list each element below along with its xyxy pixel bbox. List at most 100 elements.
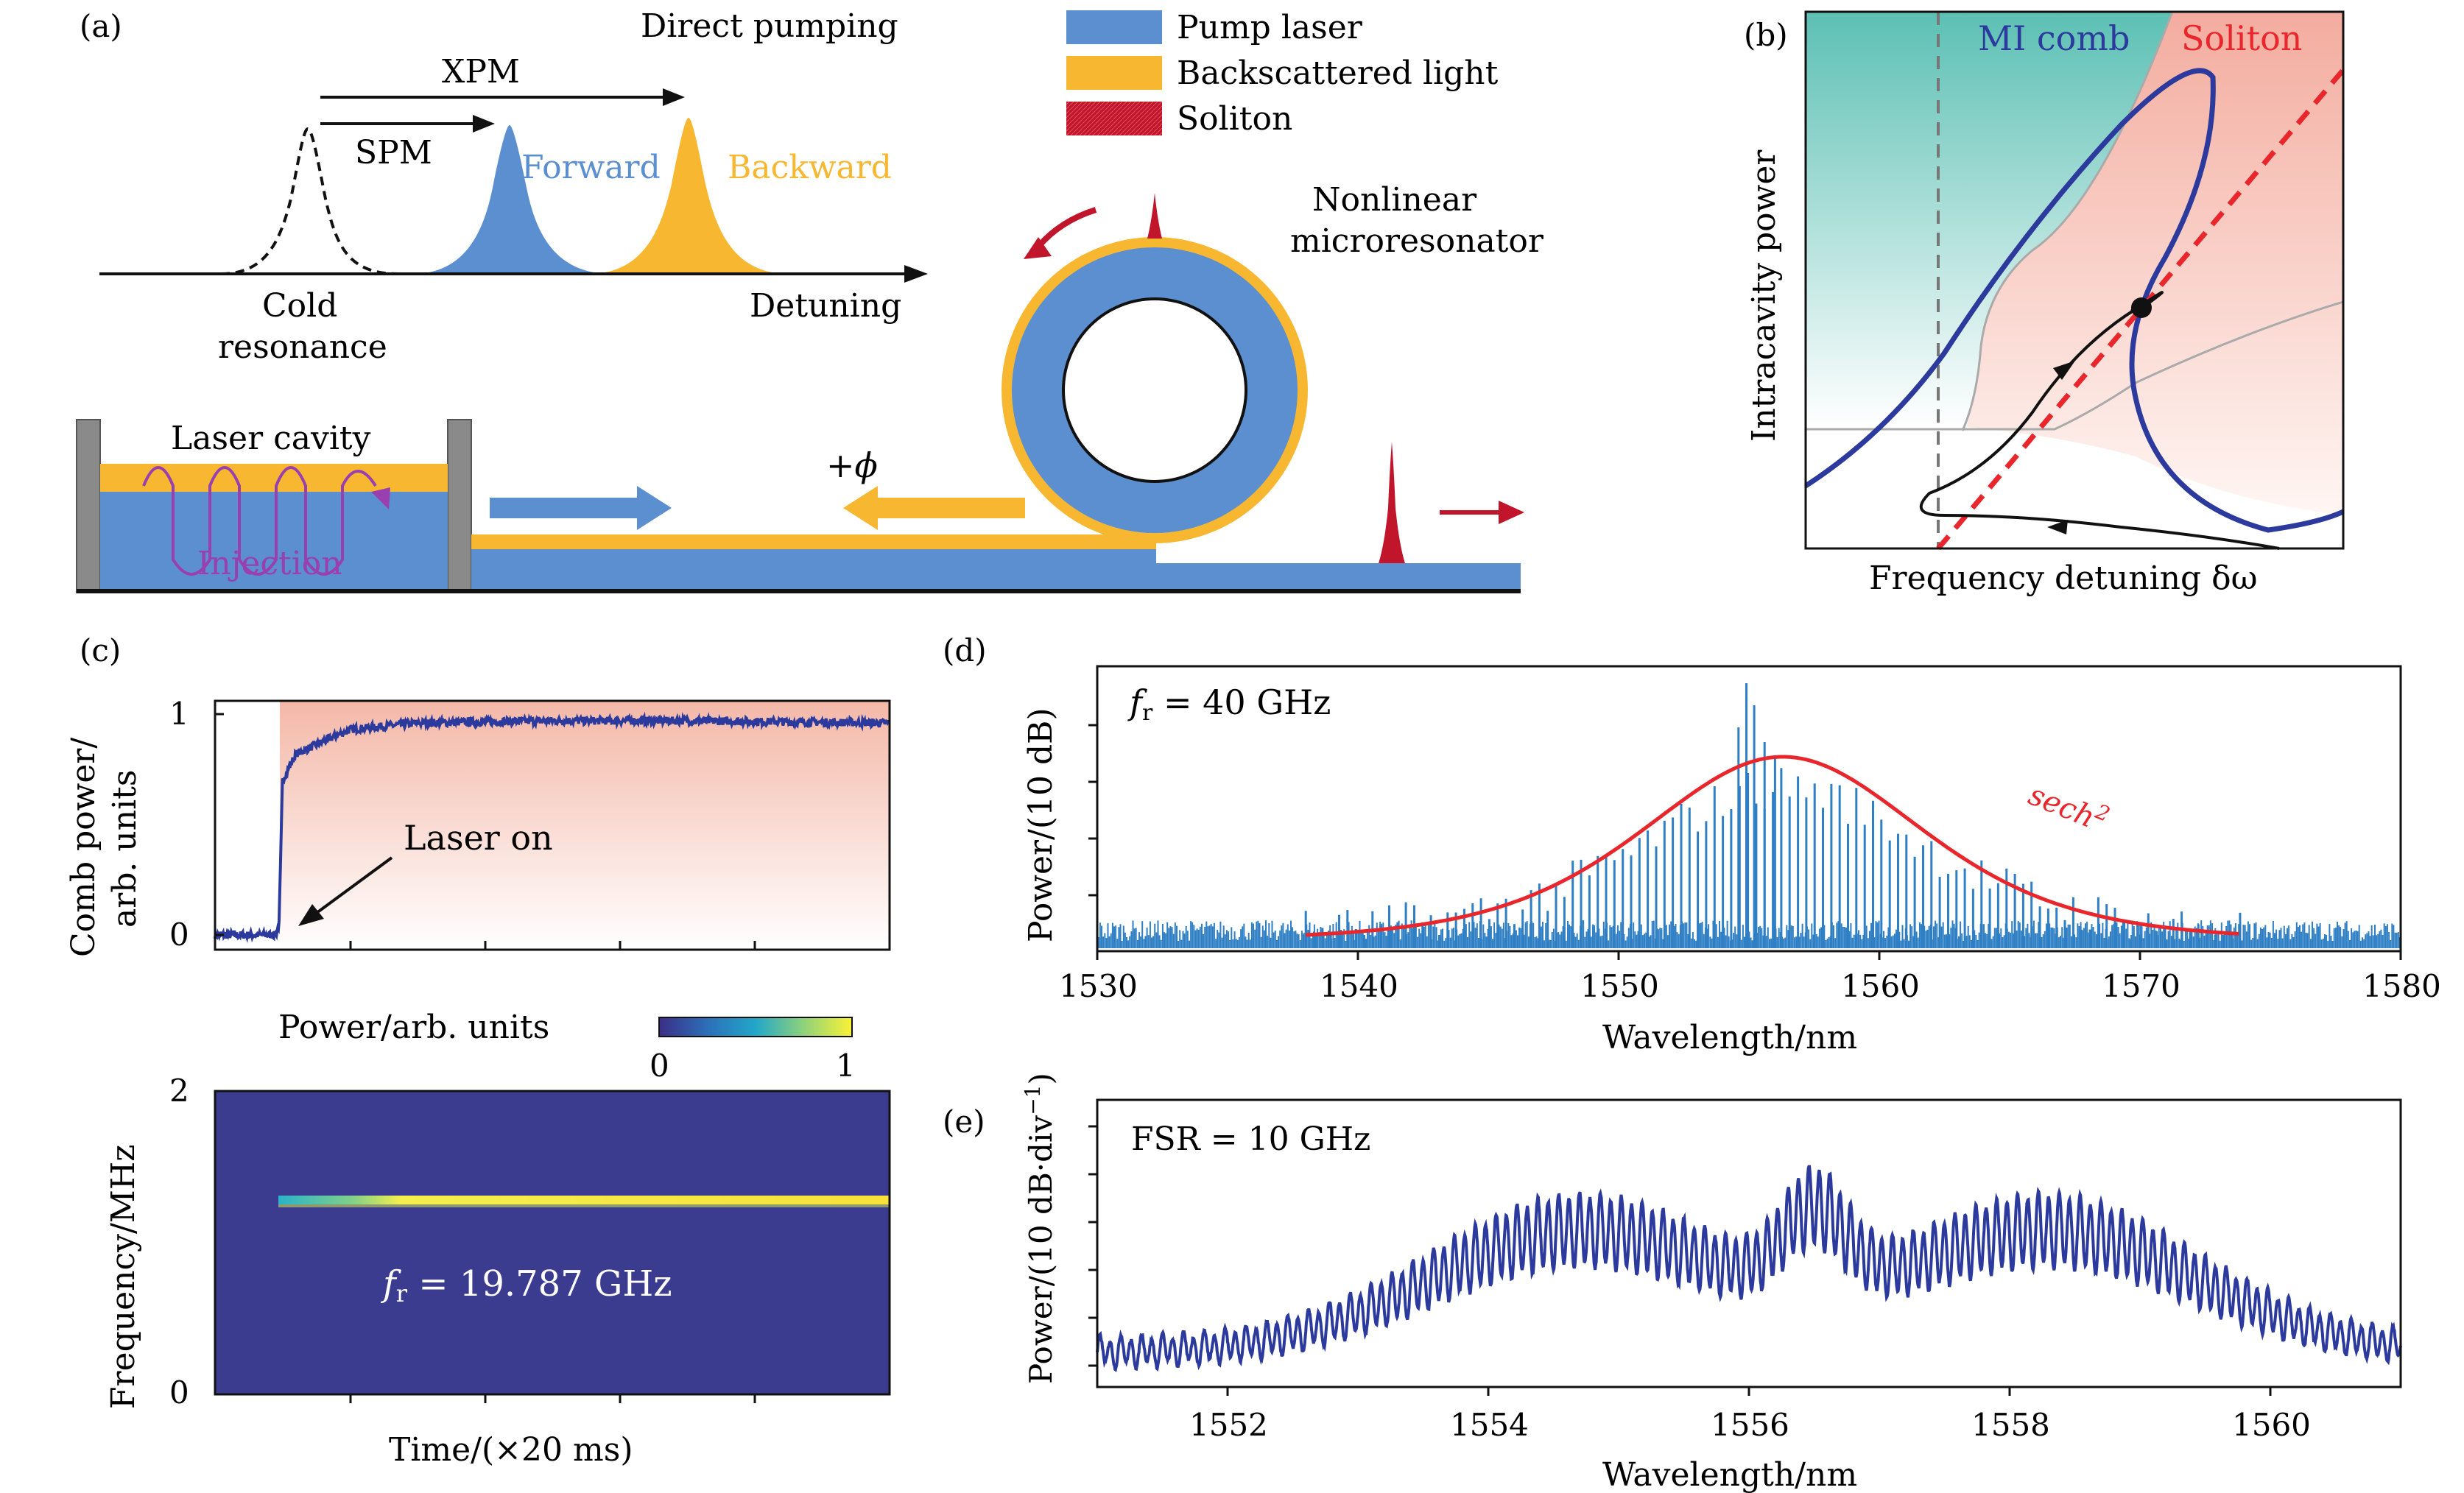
panel-e-label: (e): [943, 1104, 985, 1140]
panel-c-shade: [280, 701, 890, 950]
comb-power-trace: [214, 711, 891, 943]
xtick-label: 1560: [2232, 1407, 2311, 1443]
panel-c-label: (c): [80, 632, 121, 668]
spec-fr-label: fr = 19.787 GHz: [381, 1263, 672, 1307]
panel-b-xlabel: Frequency detuning δω: [1869, 560, 2257, 597]
legend-label-soliton: Soliton: [1177, 100, 1292, 138]
waveguide-pump-right: [1156, 563, 1521, 590]
backward-label: Backward: [728, 149, 892, 186]
forward-label: Forward: [521, 149, 661, 186]
panel-c-ylabel-1: Comb power/: [65, 738, 102, 957]
panel-e: (e) 1552 1554 1556 1558 1560 FSR = 10 GHz Po…: [943, 1073, 2402, 1493]
detuning-arrowhead: [904, 265, 928, 283]
cavity-gain-backscatter: [100, 464, 448, 492]
xtick-label: 1554: [1450, 1407, 1529, 1443]
soliton-region: [1966, 12, 2343, 515]
colorbar-tick-0: 0: [650, 1048, 669, 1084]
legend-swatch-backscatter: [1066, 56, 1162, 90]
legend-label-backscatter: Backscattered light: [1177, 54, 1499, 92]
panel-d-label: (d): [943, 632, 987, 668]
panel-c-top-frame: [214, 699, 891, 951]
panel-b-label: (b): [1744, 17, 1788, 53]
panel-a-title: Direct pumping: [641, 7, 898, 45]
panel-e-xticks: 1552 1554 1556 1558 1560: [1189, 1387, 2311, 1443]
output-soliton-pulse: [1379, 442, 1405, 563]
spm-label: SPM: [355, 134, 432, 172]
panel-c-ylabel-2: arb. units: [106, 770, 144, 928]
mi-region: [1806, 12, 2172, 427]
fit-label: sech2: [2024, 774, 2113, 839]
panel-e-ylabel: Power/(10 dB·div−1): [1021, 1073, 1059, 1384]
laser-on-label: Laser on: [404, 818, 553, 858]
laser-cavity: Laser cavity Injection +ϕ: [76, 419, 1524, 593]
panel-a: (a) Direct pumping Pump laser Backscatte…: [76, 7, 1544, 593]
microresonator: Nonlinear microresonator: [1002, 181, 1544, 543]
xpm-label: XPM: [442, 53, 520, 91]
xtick-label: 1560: [1841, 968, 1920, 1004]
xtick-label: 1540: [1320, 968, 1398, 1004]
ring-rotation-arrow: [1035, 207, 1097, 249]
legend-a: Pump laser Backscattered light Soliton: [1066, 9, 1499, 138]
cavity-mirror-left: [76, 419, 101, 593]
waveguide-pump-left: [471, 549, 1156, 590]
xtick-label: 1550: [1580, 968, 1659, 1004]
colorbar-tick-1: 1: [836, 1048, 856, 1084]
injection-arrowhead: [371, 487, 390, 509]
legend-swatch-soliton: [1066, 102, 1162, 135]
ring-rotation-arrowhead: [1024, 237, 1052, 259]
panel-e-xlabel: Wavelength/nm: [1602, 1456, 1857, 1493]
output-arrowhead: [1499, 501, 1524, 524]
soliton-lower-boundary: [1806, 300, 2344, 431]
trajectory-arrow-2: [2053, 361, 2075, 380]
panel-d-ylabel: Power/(10 dB): [1022, 707, 1060, 942]
detuning-label: Detuning: [750, 287, 901, 325]
trajectory-arrow-1: [2047, 520, 2068, 534]
xtick-label: 1558: [1971, 1407, 2050, 1443]
legend-label-pump: Pump laser: [1177, 9, 1363, 46]
backscatter-arrow: [843, 486, 1025, 530]
laser-cavity-label: Laser cavity: [171, 420, 371, 457]
cavity-mirror-right: [447, 419, 472, 593]
spec-ylabel: Frequency/MHz: [105, 1145, 142, 1409]
injection-label: Injection: [197, 545, 342, 582]
laser-on-arrow: [315, 856, 393, 914]
cold-label-2: resonance: [218, 328, 387, 366]
panel-d-xlabel: Wavelength/nm: [1602, 1019, 1857, 1056]
backward-peak: [589, 118, 788, 274]
xtick-label: 1530: [1059, 968, 1138, 1004]
legend-swatch-pump: [1066, 10, 1162, 44]
xtick-label: 1552: [1189, 1407, 1268, 1443]
xpm-arrowhead: [663, 88, 685, 106]
nonlinear-label-2: microresonator: [1290, 222, 1544, 260]
spectrogram-xticks: [349, 1394, 756, 1403]
spectrogram-trace-glow: [278, 1204, 890, 1207]
panel-d-fr-label: fr = 40 GHz: [1127, 682, 1331, 726]
cold-resonance-peak: [220, 127, 398, 275]
waveguide-backscatter: [471, 534, 1156, 549]
comb-lines: [1097, 683, 2401, 948]
ring-inner: [1062, 297, 1247, 483]
laser-on-arrowhead: [298, 904, 324, 926]
xtick-label: 1570: [2102, 968, 2180, 1004]
operating-point: [2131, 297, 2152, 318]
pump-forward-arrow: [490, 486, 672, 530]
sech2-fit: [1306, 755, 2239, 937]
colorbar: [658, 1017, 853, 1037]
forward-peak: [412, 125, 611, 274]
ring-soliton-pulse: [1147, 193, 1162, 239]
panel-b-frame: [1804, 10, 2345, 550]
cold-label-1: Cold: [262, 287, 337, 325]
spec-ytick-2: 2: [169, 1073, 189, 1109]
nonlinear-label-1: Nonlinear: [1312, 181, 1477, 219]
spec-xlabel: Time/(×20 ms): [389, 1431, 633, 1469]
spectrogram-trace: [278, 1196, 890, 1204]
panel-e-yticks: [1088, 1125, 1097, 1367]
colorbar-label: Power/arb. units: [278, 1009, 549, 1046]
xtick-label: 1556: [1711, 1407, 1789, 1443]
ytick-label-1: 1: [169, 696, 189, 732]
panel-d-yticks: [1088, 724, 1097, 897]
panel-d-frame: [1096, 665, 2402, 953]
trajectory: [1919, 291, 2280, 550]
cavity-gain-pump: [100, 492, 448, 593]
